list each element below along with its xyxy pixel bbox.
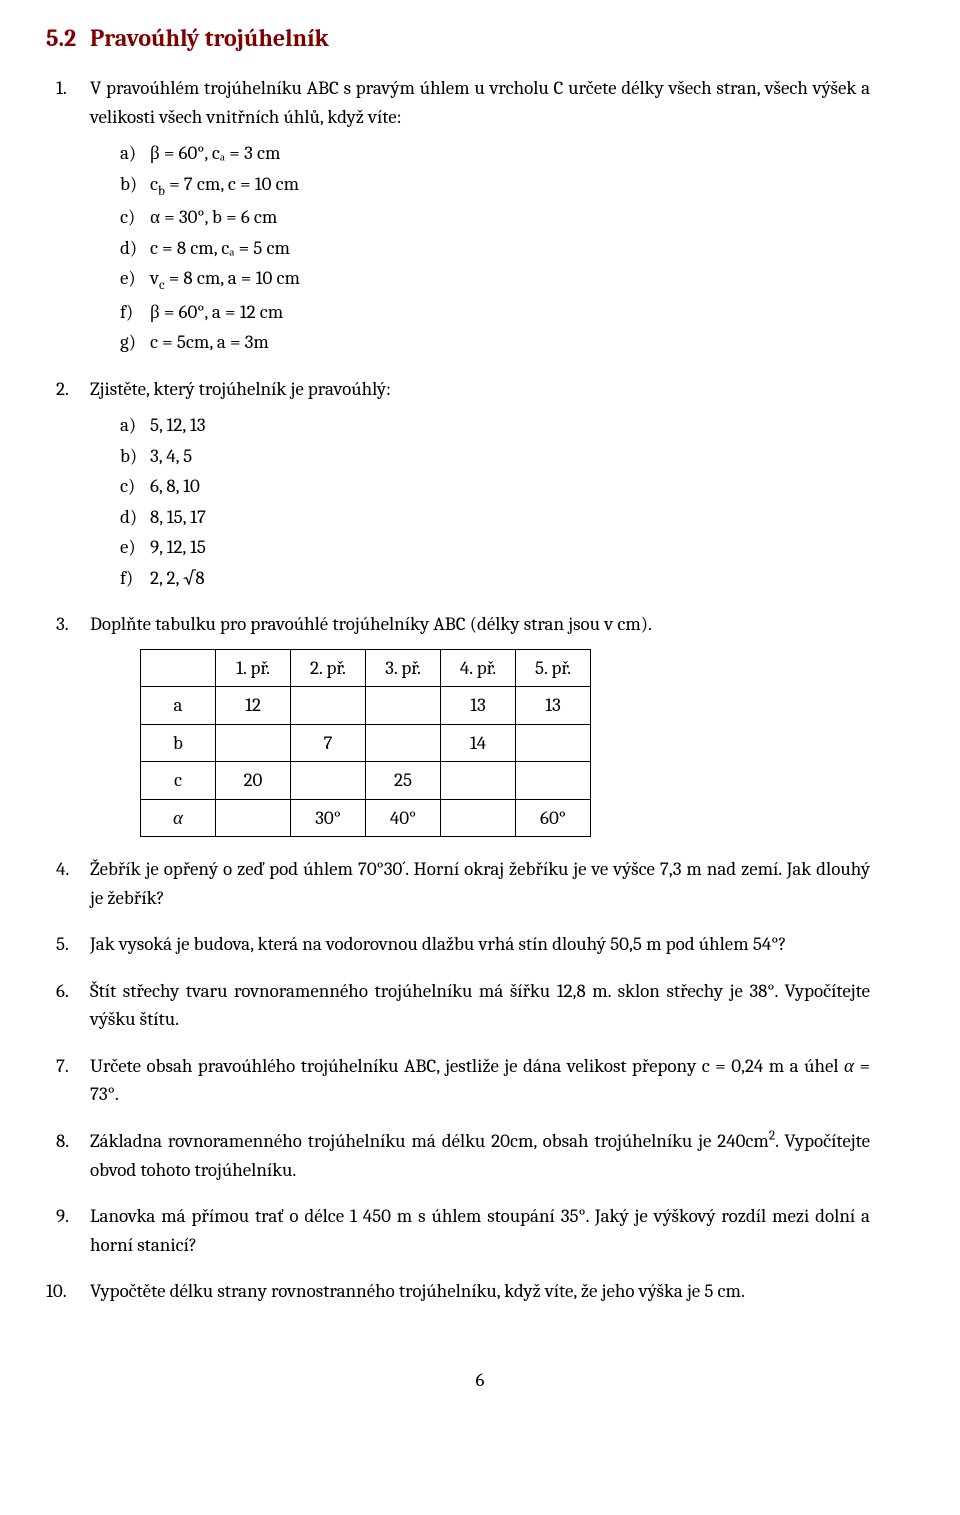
q-num: 3.	[56, 610, 69, 639]
question-1: 1. V pravoúhlém trojúhelníku ABC s pravý…	[90, 74, 870, 357]
cell	[441, 799, 516, 837]
q-num: 10.	[46, 1277, 67, 1306]
cell	[441, 762, 516, 800]
q1-a: a)β = 60°, cₐ = 3 cm	[120, 139, 870, 168]
section-heading: 5.2Pravoúhlý trojúhelník	[46, 20, 870, 56]
th: 5. př.	[516, 649, 591, 687]
question-4: 4. Žebřík je opřený o zeď pod úhlem 70°3…	[90, 855, 870, 912]
q1-b: b)cb = 7 cm, c = 10 cm	[120, 170, 870, 202]
cell: 13	[441, 687, 516, 725]
q1-d: d)c = 8 cm, cₐ = 5 cm	[120, 234, 870, 263]
q1-e: e)vc = 8 cm, a = 10 cm	[120, 264, 870, 296]
q-text: Štít střechy tvaru rovnoramenného trojúh…	[90, 980, 870, 1031]
q-text: Jak vysoká je budova, která na vodorovno…	[90, 933, 786, 955]
q1-g: g)c = 5cm, a = 3m	[120, 328, 870, 357]
q-text: V pravoúhlém trojúhelníku ABC s pravým ú…	[90, 77, 870, 128]
row-label: c	[141, 762, 216, 800]
q2-d: d)8, 15, 17	[120, 503, 870, 532]
cell	[291, 687, 366, 725]
q-num: 6.	[56, 977, 69, 1006]
table-row: c 20 25	[141, 762, 591, 800]
question-2: 2. Zjistěte, který trojúhelník je pravoú…	[90, 375, 870, 593]
cell: 13	[516, 687, 591, 725]
question-list: 1. V pravoúhlém trojúhelníku ABC s pravý…	[90, 74, 870, 1306]
q-text: Žebřík je opřený o zeď pod úhlem 70°30´.…	[90, 858, 870, 909]
cell: 14	[441, 724, 516, 762]
question-7: 7. Určete obsah pravoúhlého trojúhelníku…	[90, 1052, 870, 1109]
cell: 60°	[516, 799, 591, 837]
q-text: Určete obsah pravoúhlého trojúhelníku AB…	[90, 1055, 870, 1106]
question-6: 6. Štít střechy tvaru rovnoramenného tro…	[90, 977, 870, 1034]
q2-sublist: a)5, 12, 13 b)3, 4, 5 c)6, 8, 10 d)8, 15…	[120, 411, 870, 592]
table-header-row: 1. př. 2. př. 3. př. 4. př. 5. př.	[141, 649, 591, 687]
cell: 40°	[366, 799, 441, 837]
th: 2. př.	[291, 649, 366, 687]
section-number: 5.2	[46, 20, 90, 56]
cell: 7	[291, 724, 366, 762]
row-label: b	[141, 724, 216, 762]
q-num: 9.	[56, 1202, 69, 1231]
table-row: a 12 13 13	[141, 687, 591, 725]
cell: 30°	[291, 799, 366, 837]
table-row: b 7 14	[141, 724, 591, 762]
th: 1. př.	[216, 649, 291, 687]
cell	[366, 687, 441, 725]
question-10: 10. Vypočtěte délku strany rovnostrannéh…	[90, 1277, 870, 1306]
page-number: 6	[90, 1366, 870, 1395]
cell	[366, 724, 441, 762]
cell: 12	[216, 687, 291, 725]
cell	[216, 799, 291, 837]
q1-f: f)β = 60°, a = 12 cm	[120, 298, 870, 327]
section-title: Pravoúhlý trojúhelník	[90, 24, 329, 52]
cell: 20	[216, 762, 291, 800]
cell	[516, 724, 591, 762]
row-label: α	[141, 799, 216, 837]
q-num: 4.	[56, 855, 69, 884]
q-num: 5.	[56, 930, 69, 959]
cell	[516, 762, 591, 800]
q-text: Základna rovnoramenného trojúhelníku má …	[90, 1130, 870, 1181]
q3-table: 1. př. 2. př. 3. př. 4. př. 5. př. a 12 …	[140, 649, 591, 838]
th: 4. př.	[441, 649, 516, 687]
q-text: Lanovka má přímou trať o délce 1 450 m s…	[90, 1205, 870, 1256]
q-num: 7.	[56, 1052, 69, 1081]
table-row: α 30° 40° 60°	[141, 799, 591, 837]
q-num: 2.	[56, 375, 69, 404]
q-text: Vypočtěte délku strany rovnostranného tr…	[90, 1280, 745, 1302]
q-text: Zjistěte, který trojúhelník je pravoúhlý…	[90, 378, 391, 400]
cell	[216, 724, 291, 762]
q2-f: f)2, 2, √8	[120, 564, 870, 593]
th	[141, 649, 216, 687]
cell: 25	[366, 762, 441, 800]
q2-b: b)3, 4, 5	[120, 442, 870, 471]
cell	[291, 762, 366, 800]
q2-e: e)9, 12, 15	[120, 533, 870, 562]
question-3: 3. Doplňte tabulku pro pravoúhlé trojúhe…	[90, 610, 870, 837]
q-num: 1.	[56, 74, 67, 103]
question-8: 8. Základna rovnoramenného trojúhelníku …	[90, 1127, 870, 1184]
question-9: 9. Lanovka má přímou trať o délce 1 450 …	[90, 1202, 870, 1259]
q1-sublist: a)β = 60°, cₐ = 3 cm b)cb = 7 cm, c = 10…	[120, 139, 870, 357]
th: 3. př.	[366, 649, 441, 687]
question-5: 5. Jak vysoká je budova, která na vodoro…	[90, 930, 870, 959]
q1-c: c)α = 30°, b = 6 cm	[120, 203, 870, 232]
q-num: 8.	[56, 1127, 69, 1156]
row-label: a	[141, 687, 216, 725]
q2-a: a)5, 12, 13	[120, 411, 870, 440]
q-text: Doplňte tabulku pro pravoúhlé trojúhelní…	[90, 613, 652, 635]
q2-c: c)6, 8, 10	[120, 472, 870, 501]
